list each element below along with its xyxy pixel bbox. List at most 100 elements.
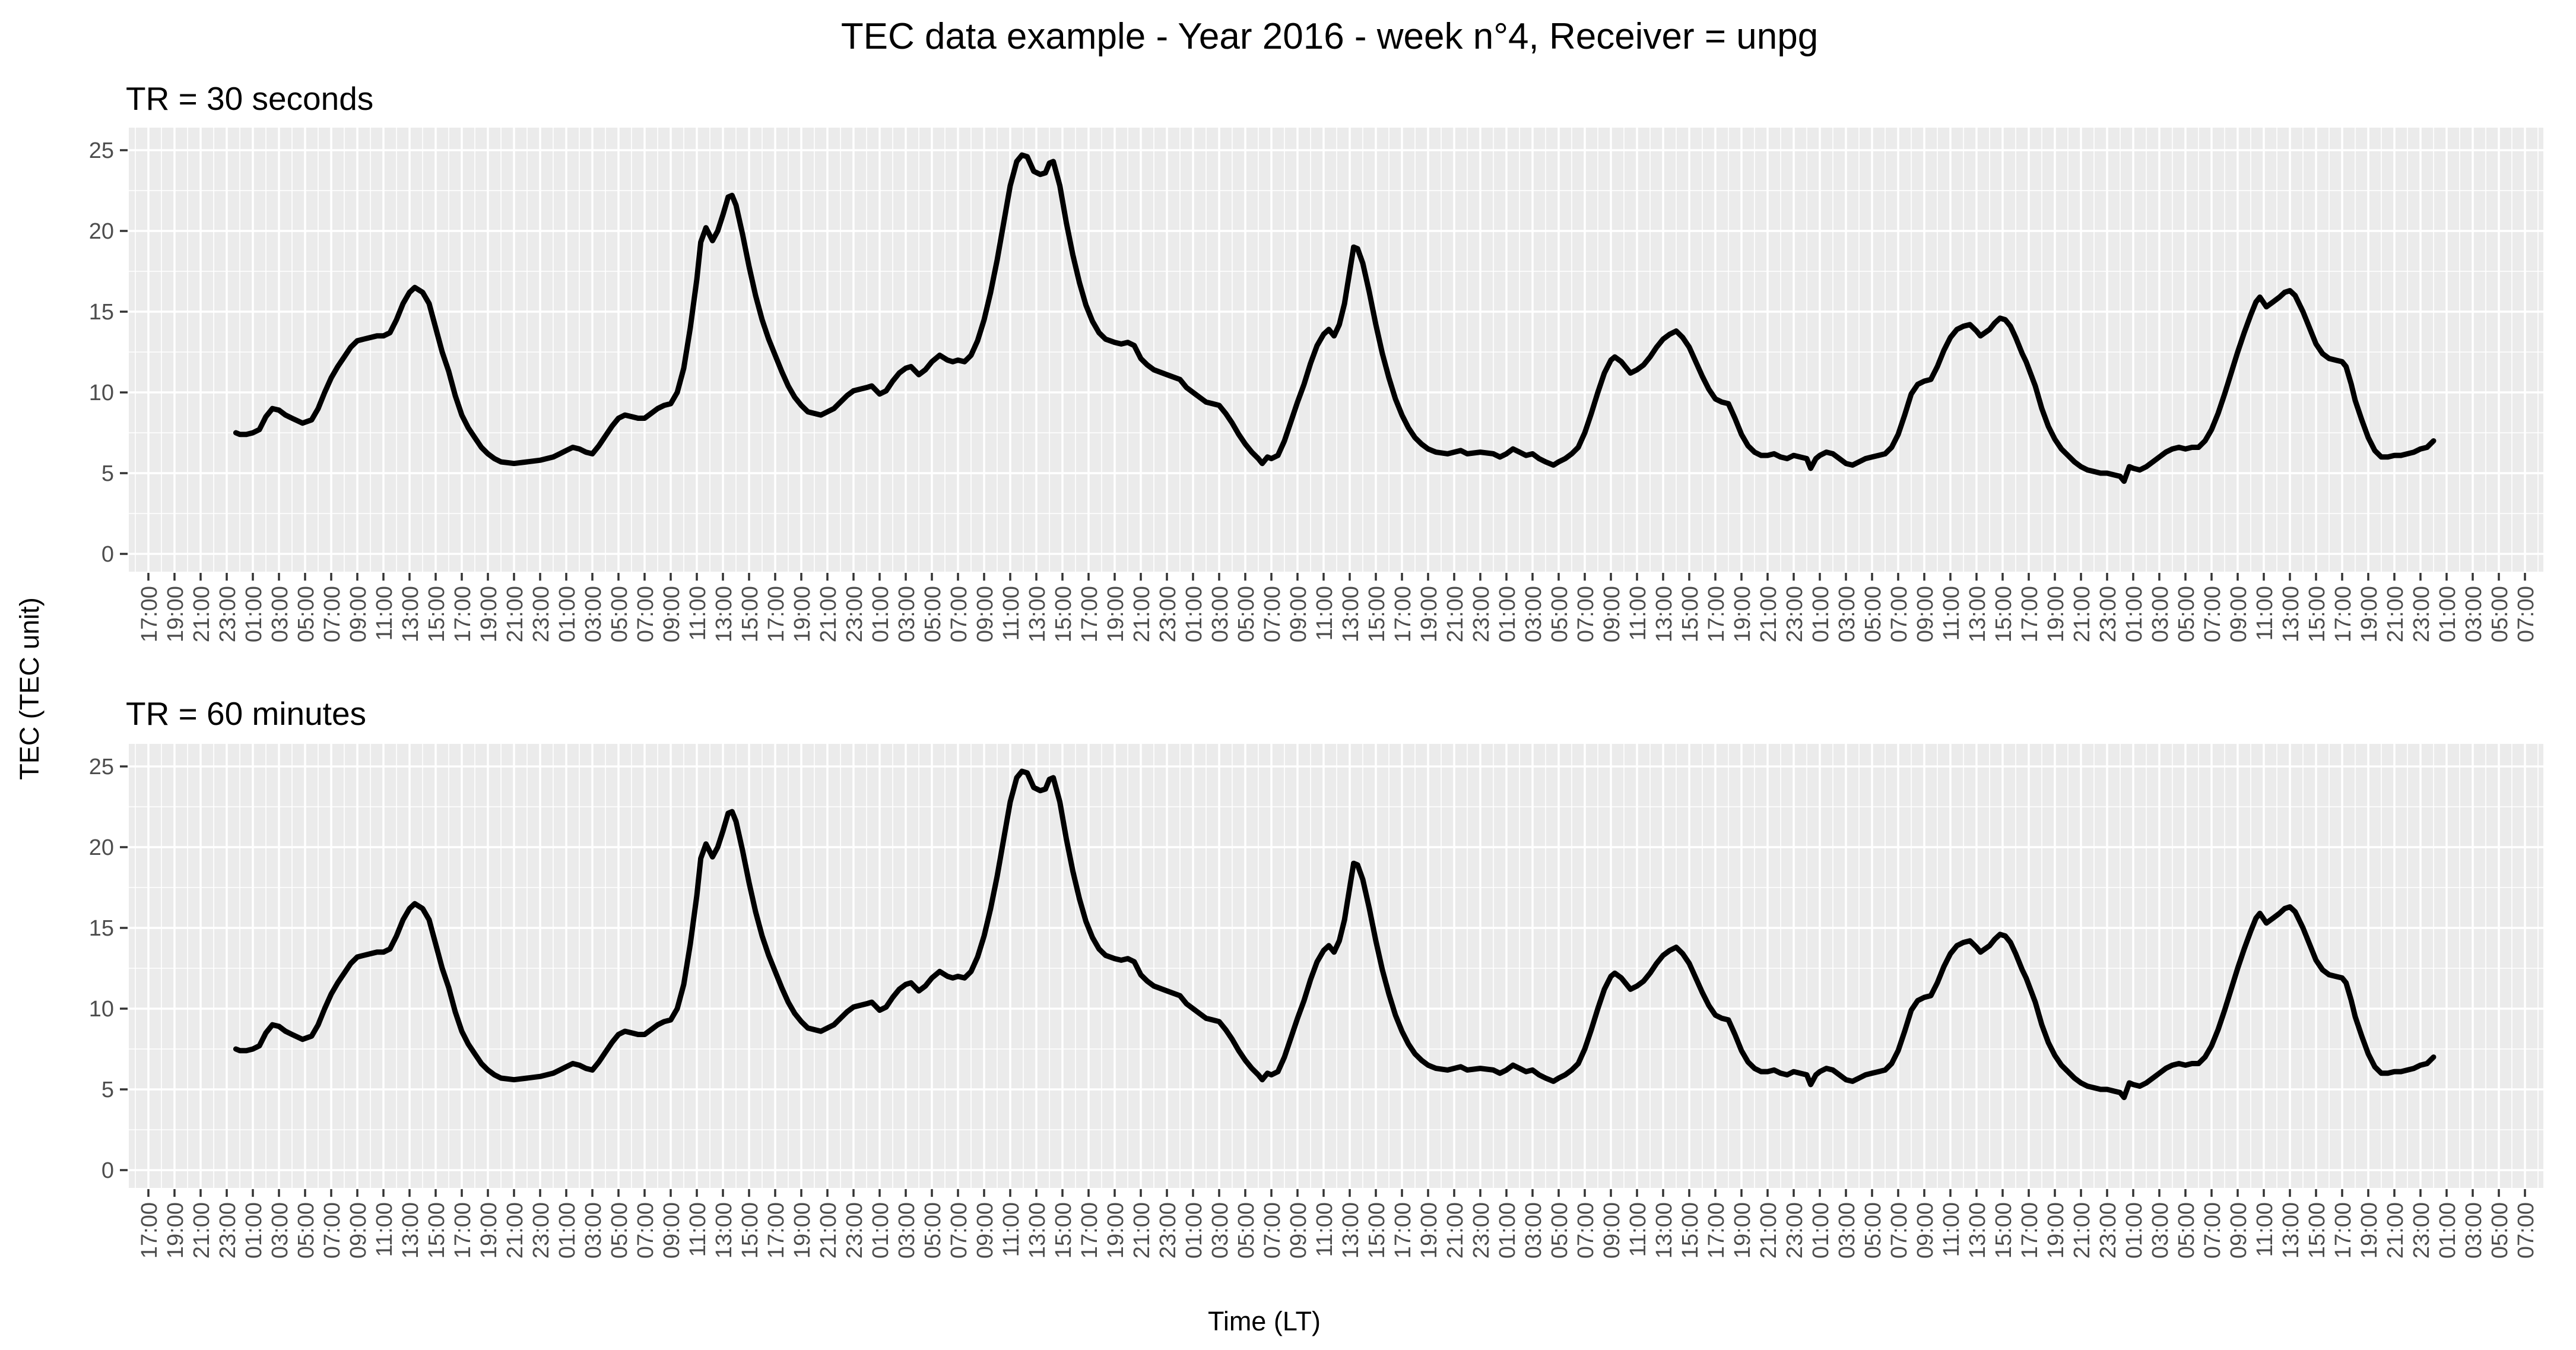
svg-text:13:00: 13:00 [1025, 1202, 1050, 1259]
svg-text:17:00: 17:00 [451, 1202, 475, 1259]
svg-text:01:00: 01:00 [1495, 1202, 1520, 1259]
svg-text:05:00: 05:00 [607, 1202, 632, 1259]
svg-text:21:00: 21:00 [1443, 1202, 1468, 1259]
svg-text:17:00: 17:00 [1077, 1202, 1102, 1259]
svg-text:01:00: 01:00 [2435, 586, 2460, 642]
svg-text:19:00: 19:00 [2044, 586, 2069, 642]
svg-text:19:00: 19:00 [790, 1202, 815, 1259]
svg-text:07:00: 07:00 [2200, 1202, 2225, 1259]
panel-0-background [129, 128, 2543, 572]
svg-text:09:00: 09:00 [973, 586, 998, 642]
svg-text:15:00: 15:00 [1991, 1202, 2016, 1259]
svg-text:07:00: 07:00 [320, 586, 345, 642]
panel-0-y-tick-labels: 0 5 10 15 20 25 [89, 138, 114, 567]
svg-text:17:00: 17:00 [451, 586, 475, 642]
svg-text:23:00: 23:00 [2409, 1202, 2434, 1259]
svg-text:01:00: 01:00 [242, 1202, 267, 1259]
svg-text:23:00: 23:00 [1469, 586, 1494, 642]
svg-text:23:00: 23:00 [529, 1202, 554, 1259]
svg-text:13:00: 13:00 [2279, 1202, 2304, 1259]
svg-text:01:00: 01:00 [555, 1202, 580, 1259]
svg-text:15:00: 15:00 [1051, 1202, 1076, 1259]
svg-text:13:00: 13:00 [712, 586, 737, 642]
svg-text:19:00: 19:00 [1417, 1202, 1442, 1259]
svg-text:05:00: 05:00 [1861, 586, 1886, 642]
svg-text:19:00: 19:00 [1730, 1202, 1755, 1259]
svg-text:09:00: 09:00 [973, 1202, 998, 1259]
panel-1-major-gridlines [129, 744, 2543, 1188]
svg-text:17:00: 17:00 [137, 586, 162, 642]
svg-text:21:00: 21:00 [816, 586, 841, 642]
svg-text:20: 20 [89, 219, 114, 244]
svg-text:03:00: 03:00 [894, 586, 919, 642]
svg-text:11:00: 11:00 [1939, 586, 1964, 641]
svg-text:13:00: 13:00 [2279, 586, 2304, 642]
svg-text:05:00: 05:00 [2488, 586, 2512, 642]
svg-text:01:00: 01:00 [2122, 586, 2147, 642]
svg-text:05:00: 05:00 [607, 586, 632, 642]
svg-text:19:00: 19:00 [163, 1202, 188, 1259]
svg-text:03:00: 03:00 [268, 1202, 293, 1259]
svg-text:21:00: 21:00 [2070, 1202, 2095, 1259]
svg-text:23:00: 23:00 [842, 586, 867, 642]
svg-text:23:00: 23:00 [2096, 1202, 2121, 1259]
svg-text:13:00: 13:00 [1338, 586, 1363, 642]
svg-text:13:00: 13:00 [1965, 1202, 1990, 1259]
svg-text:25: 25 [89, 138, 114, 163]
svg-text:21:00: 21:00 [2383, 586, 2408, 642]
svg-text:17:00: 17:00 [764, 1202, 789, 1259]
svg-text:09:00: 09:00 [1913, 586, 1938, 642]
svg-text:05:00: 05:00 [921, 586, 946, 642]
svg-text:15:00: 15:00 [424, 1202, 449, 1259]
svg-text:07:00: 07:00 [1573, 1202, 1598, 1259]
svg-text:21:00: 21:00 [503, 1202, 528, 1259]
svg-text:03:00: 03:00 [894, 1202, 919, 1259]
svg-text:25: 25 [89, 755, 114, 779]
svg-text:07:00: 07:00 [1260, 586, 1285, 642]
svg-text:05:00: 05:00 [921, 1202, 946, 1259]
panel-1-background [129, 744, 2543, 1188]
svg-text:09:00: 09:00 [1913, 1202, 1938, 1259]
svg-text:07:00: 07:00 [1573, 586, 1598, 642]
svg-text:17:00: 17:00 [1391, 586, 1416, 642]
svg-text:17:00: 17:00 [2017, 586, 2042, 642]
svg-text:0: 0 [101, 1158, 114, 1183]
svg-text:01:00: 01:00 [555, 586, 580, 642]
svg-text:17:00: 17:00 [764, 586, 789, 642]
svg-text:09:00: 09:00 [346, 1202, 371, 1259]
svg-text:15: 15 [89, 916, 114, 941]
svg-text:21:00: 21:00 [189, 1202, 214, 1259]
svg-text:23:00: 23:00 [1782, 1202, 1807, 1259]
svg-text:21:00: 21:00 [1756, 586, 1781, 642]
svg-text:15:00: 15:00 [424, 586, 449, 642]
tec-series-line-panel-1 [233, 768, 2437, 1101]
svg-text:17:00: 17:00 [2017, 1202, 2042, 1259]
svg-text:23:00: 23:00 [2409, 586, 2434, 642]
svg-text:03:00: 03:00 [268, 586, 293, 642]
svg-text:17:00: 17:00 [1077, 586, 1102, 642]
svg-text:15:00: 15:00 [1678, 586, 1703, 642]
svg-text:05:00: 05:00 [1861, 1202, 1886, 1259]
svg-text:13:00: 13:00 [1652, 1202, 1677, 1259]
svg-text:01:00: 01:00 [2122, 1202, 2147, 1259]
panel-title-tr-60-minutes: TR = 60 minutes [126, 695, 367, 732]
panel-1-x-tick-labels: 17:00 19:00 21:00 23:00 01:00 03:00 05:00 07:00… [137, 1202, 2539, 1259]
svg-text:09:00: 09:00 [346, 586, 371, 642]
svg-text:01:00: 01:00 [242, 586, 267, 642]
svg-text:09:00: 09:00 [2226, 586, 2251, 642]
svg-text:13:00: 13:00 [1025, 586, 1050, 642]
svg-text:07:00: 07:00 [633, 586, 658, 642]
svg-text:17:00: 17:00 [1704, 1202, 1729, 1259]
x-axis-title: Time (LT) [1208, 1306, 1321, 1336]
svg-text:15: 15 [89, 300, 114, 325]
svg-text:11:00: 11:00 [1626, 586, 1651, 641]
svg-text:17:00: 17:00 [1704, 586, 1729, 642]
svg-text:03:00: 03:00 [1521, 1202, 1546, 1259]
svg-text:03:00: 03:00 [2148, 586, 2173, 642]
svg-text:23:00: 23:00 [2096, 586, 2121, 642]
svg-text:23:00: 23:00 [1156, 586, 1181, 642]
svg-text:21:00: 21:00 [1756, 1202, 1781, 1259]
svg-text:07:00: 07:00 [2200, 586, 2225, 642]
svg-text:19:00: 19:00 [477, 586, 502, 642]
